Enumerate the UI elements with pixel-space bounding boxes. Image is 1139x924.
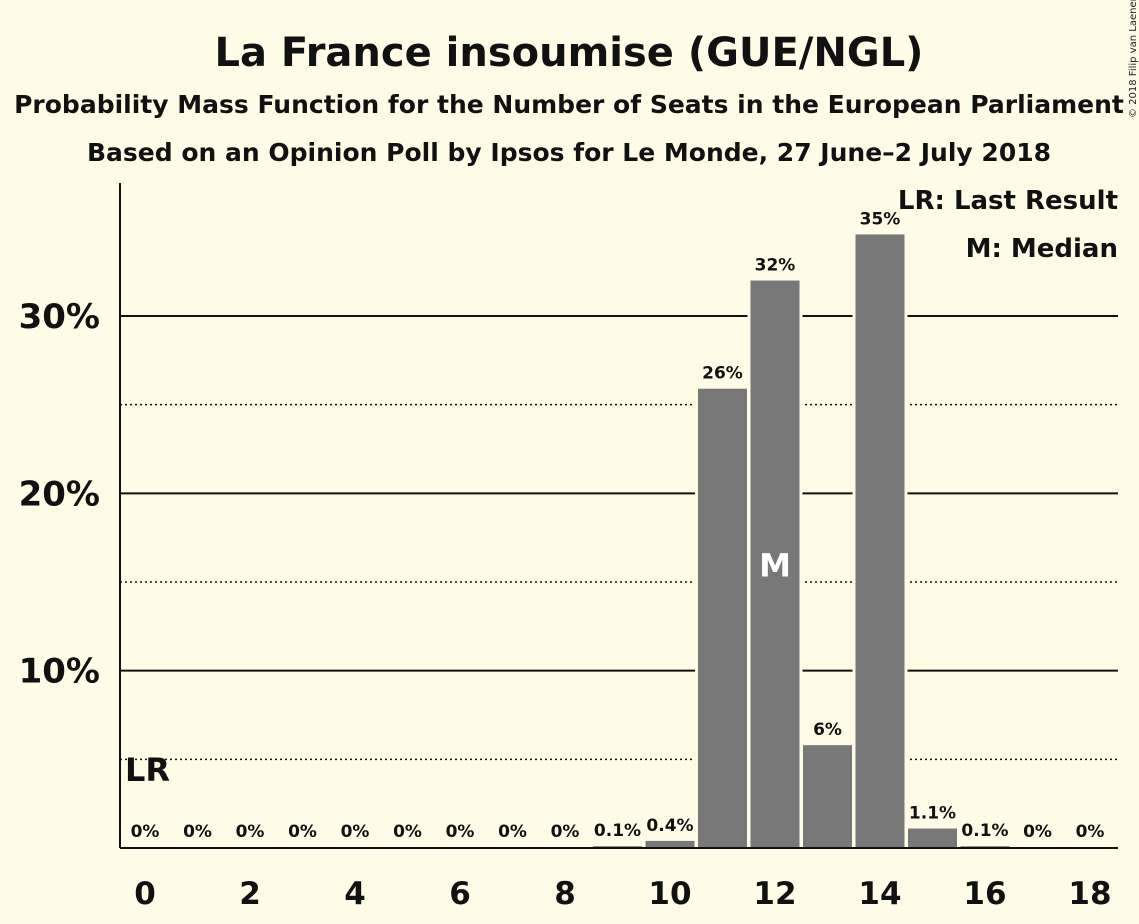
x-tick-label: 12 <box>753 876 796 912</box>
data-label: 0% <box>236 822 265 842</box>
x-tick-label: 6 <box>449 876 471 912</box>
gridlines <box>120 315 1118 761</box>
data-label: 0% <box>1023 822 1052 842</box>
x-tick-label: 8 <box>554 876 576 912</box>
chart-subtitle-poll: Based on an Opinion Poll by Ipsos for Le… <box>87 138 1051 167</box>
data-label: 0% <box>183 822 212 842</box>
data-label: 0% <box>1076 822 1105 842</box>
data-label: 0.1% <box>961 821 1008 841</box>
bar <box>803 745 852 848</box>
legend-last-result: LR: Last Result <box>898 186 1118 216</box>
markers: LR M <box>125 546 791 789</box>
data-labels: 0% 0% 0% 0% 0% 0% 0% 0% 0% 0.1% 0.4%26%32%6%35%1.1… <box>131 209 1105 842</box>
x-tick-label: 2 <box>239 876 261 912</box>
median-marker: M <box>759 546 791 584</box>
data-label: 0% <box>393 822 422 842</box>
bar-halo <box>590 843 645 848</box>
data-label: 0.1% <box>594 821 641 841</box>
y-tick-label: 10% <box>19 652 100 692</box>
data-label: 0% <box>341 822 370 842</box>
chart-title: La France insoumise (GUE/NGL) <box>215 30 924 76</box>
x-tick-label: 0 <box>134 876 156 912</box>
data-label: 0% <box>131 822 160 842</box>
data-label: 0% <box>498 822 527 842</box>
chart-subtitle: Probability Mass Function for the Number… <box>14 90 1124 119</box>
bar <box>855 234 905 849</box>
data-label: 6% <box>813 720 842 740</box>
copyright-notice: © 2018 Filip van Laenen <box>1128 0 1139 118</box>
data-label: 0% <box>288 822 317 842</box>
data-label: 32% <box>755 256 796 276</box>
data-label: 0% <box>551 822 580 842</box>
bar <box>750 280 800 848</box>
data-label: 0% <box>446 822 475 842</box>
data-label: 0.4% <box>646 816 693 836</box>
y-tick-label: 30% <box>19 297 100 337</box>
legend-median: M: Median <box>966 234 1118 264</box>
bar <box>645 840 695 848</box>
bars <box>590 231 1013 849</box>
y-tick-label: 20% <box>19 474 100 514</box>
bar <box>908 828 957 848</box>
bar <box>698 388 747 848</box>
x-tick-label: 16 <box>963 876 1006 912</box>
last-result-marker: LR <box>125 751 170 789</box>
data-label: 26% <box>702 364 743 384</box>
x-tick-label: 14 <box>858 876 901 912</box>
x-tick-label: 10 <box>648 876 691 912</box>
y-tick-labels: 10% 20% 30% <box>19 297 100 692</box>
bar-halo <box>957 843 1013 848</box>
data-label: 35% <box>860 209 901 229</box>
x-tick-label: 18 <box>1068 876 1111 912</box>
x-tick-label: 4 <box>344 876 366 912</box>
data-label: 1.1% <box>909 803 956 823</box>
x-tick-labels: 0 2 4 6 8 10 12 14 16 18 <box>134 876 1111 912</box>
